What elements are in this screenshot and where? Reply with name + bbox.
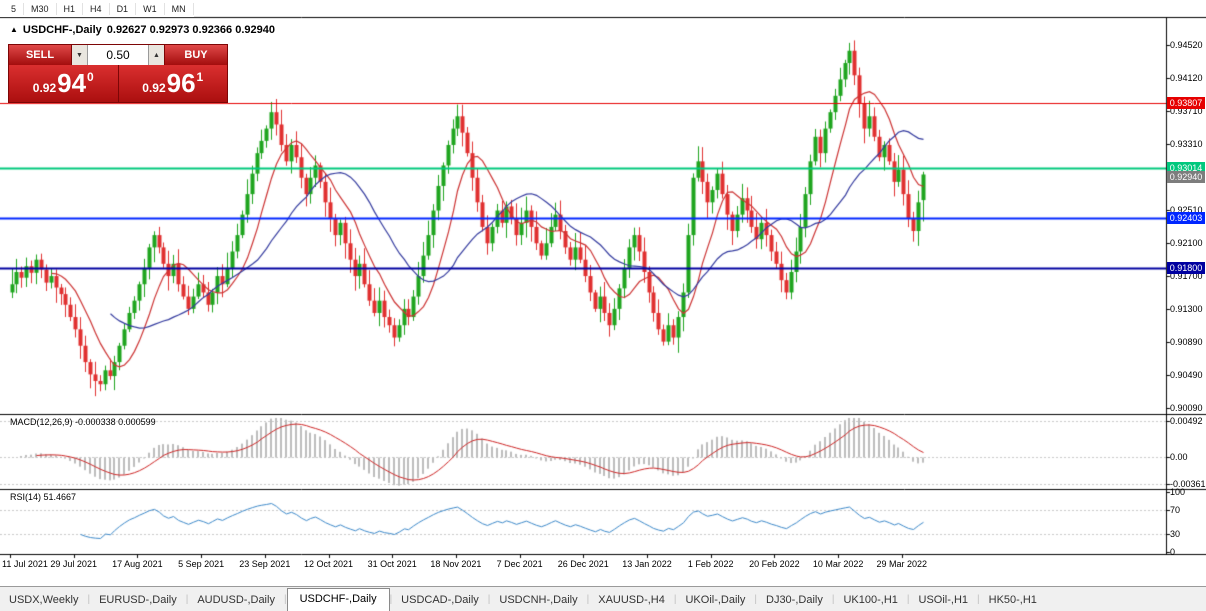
tab-separator: | [977, 594, 980, 605]
buy-price-base: 0.92 [142, 81, 166, 95]
volume-decrease-button[interactable]: ▼ [72, 45, 88, 65]
rsi-tick-label: 100 [1170, 487, 1186, 497]
tab-separator: | [87, 594, 91, 605]
buy-price-pips: 96 [166, 68, 196, 98]
price-tick-label: 0.90490 [1170, 370, 1203, 381]
date-tick-label: 26 Dec 2021 [557, 559, 609, 569]
chart-tab-usdcad-daily[interactable]: USDCAD-,Daily [401, 594, 479, 606]
rsi-tick-label: 30 [1170, 529, 1181, 539]
chart-tab-usdchf-daily[interactable]: USDCHF-,Daily [286, 588, 390, 611]
price-tick-label: 0.92510 [1170, 204, 1203, 215]
tab-separator: | [754, 594, 757, 605]
chart-ohlc-values: 0.92627 0.92973 0.92366 0.92940 [106, 24, 275, 36]
macd-values: -0.000338 0.000599 [75, 417, 156, 427]
chart-title-row: ▲ USDCHF-,Daily 0.92627 0.92973 0.92366 … [10, 24, 275, 36]
date-tick-label: 17 Aug 2021 [112, 559, 163, 569]
collapse-panel-icon[interactable]: ▲ [10, 25, 18, 34]
volume-input[interactable]: 0.50 [88, 45, 148, 65]
rsi-value: 51.4667 [43, 492, 77, 502]
date-tick-label: 23 Sep 2021 [239, 559, 291, 569]
chart-tab-audusd-daily[interactable]: AUDUSD-,Daily [197, 594, 275, 606]
buy-price-button[interactable]: 0.92 96 1 [118, 65, 227, 102]
tab-separator: | [906, 594, 910, 605]
price-tick-label: 0.91700 [1170, 271, 1203, 282]
chart-tab-hk50-h1[interactable]: HK50-,H1 [988, 594, 1037, 606]
sell-button[interactable]: SELL [9, 45, 72, 65]
price-tick-label: 0.93310 [1170, 139, 1203, 150]
timeframe-button-d1[interactable]: D1 [110, 2, 137, 15]
price-tick-label: 0.91300 [1170, 303, 1203, 314]
tab-separator: | [185, 594, 189, 605]
timeframe-button-m30[interactable]: M30 [24, 2, 57, 15]
price-tick-label: 0.94520 [1170, 40, 1203, 50]
rsi-indicator-label: RSI(14) 51.4667 [10, 492, 76, 502]
chart-symbol-title: USDCHF-,Daily [22, 24, 102, 36]
chart-tab-bar: USDX,Weekly | EURUSD-,Daily | AUDUSD-,Daily |… [0, 586, 1206, 611]
price-tick-label: 0.90890 [1170, 337, 1203, 348]
date-tick-label: 29 Jul 2021 [50, 559, 97, 569]
date-tick-label: 20 Feb 2022 [749, 559, 800, 569]
tab-separator: | [586, 594, 590, 605]
rsi-tick-label: 70 [1170, 505, 1181, 515]
timeframe-button-5[interactable]: 5 [4, 2, 25, 15]
rsi-name: RSI(14) [10, 492, 42, 502]
price-level-label: 0.91800 [1167, 261, 1205, 274]
sell-price-pips: 94 [57, 68, 87, 98]
price-tick-label: 0.92100 [1170, 238, 1203, 249]
chart-tab-eurusd-daily[interactable]: EURUSD-,Daily [99, 594, 177, 606]
macd-indicator-label: MACD(12,26,9) -0.000338 0.000599 [10, 417, 156, 427]
timeframe-button-h4[interactable]: H4 [83, 2, 110, 15]
macd-name: MACD(12,26,9) [10, 417, 73, 427]
chart-tab-dj30-daily[interactable]: DJ30-,Daily [766, 594, 823, 606]
sell-price-point: 0 [87, 70, 94, 84]
date-tick-label: 29 Mar 2022 [876, 559, 928, 569]
date-tick-label: 5 Sep 2021 [178, 559, 225, 569]
date-tick-label: 1 Feb 2022 [687, 559, 734, 569]
tab-separator: | [389, 594, 393, 605]
price-level-label: 0.93807 [1167, 97, 1205, 110]
date-tick-label: 12 Oct 2021 [303, 559, 354, 569]
date-tick-label: 31 Oct 2021 [367, 559, 417, 569]
chart-tab-uk100-h1[interactable]: UK100-,H1 [843, 594, 898, 606]
price-tick-label: 0.90090 [1170, 402, 1203, 413]
price-level-label: 0.93014 [1167, 162, 1205, 175]
rsi-tick-label: 0 [1170, 547, 1176, 557]
price-level-label: 0.92403 [1167, 212, 1205, 225]
buy-button[interactable]: BUY [164, 45, 227, 65]
macd-tick-label: 0.00 [1170, 452, 1188, 463]
date-tick-label: 11 Jul 2021 [2, 559, 48, 569]
chart-tab-xauusd-h4[interactable]: XAUUSD-,H4 [598, 594, 665, 606]
chart-tab-usdx-weekly[interactable]: USDX,Weekly [9, 594, 79, 606]
timeframe-toolbar: 5 M30 H1 H4 D1 W1 MN [0, 0, 194, 17]
buy-price-point: 1 [196, 70, 204, 84]
timeframe-button-h1[interactable]: H1 [57, 2, 84, 15]
date-tick-label: 7 Dec 2021 [496, 559, 543, 569]
macd-tick-label: -0.00361 [1170, 478, 1206, 489]
timeframe-button-mn[interactable]: MN [165, 2, 194, 15]
one-click-trading-panel: SELL ▼ 0.50 ▲ BUY 0.92 94 0 0.92 96 1 [8, 44, 228, 103]
tab-separator: | [831, 594, 835, 605]
chart-tab-usdcnh-daily[interactable]: USDCNH-,Daily [499, 594, 578, 606]
tab-separator: | [487, 594, 491, 605]
timeframe-button-w1[interactable]: W1 [136, 2, 165, 15]
date-tick-label: 10 Mar 2022 [812, 559, 864, 569]
volume-increase-button[interactable]: ▲ [148, 45, 164, 65]
price-tick-label: 0.94120 [1170, 72, 1203, 83]
chart-tab-ukoil-daily[interactable]: UKOil-,Daily [685, 594, 746, 606]
sell-price-button[interactable]: 0.92 94 0 [9, 65, 119, 102]
date-tick-label: 18 Nov 2021 [430, 559, 482, 569]
macd-tick-label: 0.00492 [1170, 415, 1203, 426]
chart-tab-usoil-h1[interactable]: USOil-,H1 [918, 594, 969, 606]
current-price-label: 0.92940 [1167, 171, 1205, 184]
price-tick-label: 0.93710 [1170, 106, 1203, 117]
sell-price-base: 0.92 [32, 81, 57, 95]
date-tick-label: 13 Jan 2022 [622, 559, 672, 569]
tab-separator: | [673, 594, 677, 605]
tab-separator: | [283, 594, 287, 605]
